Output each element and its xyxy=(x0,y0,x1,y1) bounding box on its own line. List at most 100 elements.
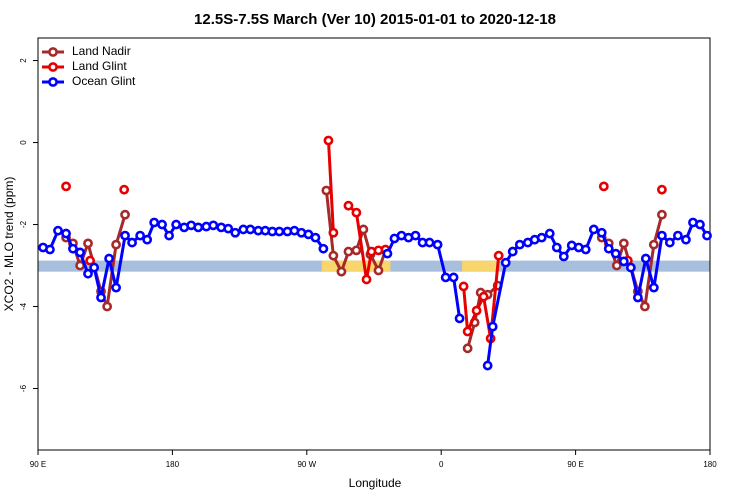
series-point xyxy=(343,200,354,211)
series-point xyxy=(440,272,451,283)
series-line xyxy=(42,221,709,366)
series-point xyxy=(603,243,614,254)
series-point xyxy=(135,230,146,241)
series-point xyxy=(89,262,100,273)
series-point xyxy=(458,281,469,292)
series-point xyxy=(432,239,443,250)
series-point xyxy=(142,234,153,245)
series-point xyxy=(681,234,691,245)
series-point xyxy=(610,248,621,259)
series-point xyxy=(648,239,659,250)
series-point xyxy=(536,232,547,243)
legend-marker xyxy=(48,77,58,87)
y-axis-label: XCO2 - MLO trend (ppm) xyxy=(2,177,16,312)
series-point xyxy=(53,225,63,236)
series-point xyxy=(618,238,629,249)
series-point xyxy=(424,237,435,248)
series-point xyxy=(328,250,339,261)
x-tick-label: 90 W xyxy=(297,460,316,469)
series-point xyxy=(351,207,362,218)
series-point xyxy=(410,230,421,241)
series-point xyxy=(507,246,518,257)
series-point xyxy=(111,282,122,293)
series-point xyxy=(462,326,473,337)
series-point xyxy=(343,246,354,257)
x-tick-label: 90 E xyxy=(567,460,583,469)
series-point xyxy=(702,230,712,241)
series-point xyxy=(558,251,569,262)
series-point xyxy=(657,209,667,220)
series-point xyxy=(611,260,622,271)
series-point xyxy=(351,245,362,256)
series-point xyxy=(361,274,372,285)
series-point xyxy=(514,239,525,250)
series-point xyxy=(639,301,650,312)
series-point xyxy=(454,313,465,324)
series-point xyxy=(487,321,498,332)
x-axis-label: Longitude xyxy=(349,476,402,490)
series-point xyxy=(328,227,339,238)
series-point xyxy=(61,181,71,192)
series-point xyxy=(157,219,167,230)
land-segment xyxy=(462,260,497,272)
series-point xyxy=(632,292,643,303)
series-point xyxy=(551,242,562,253)
series-point xyxy=(310,232,321,243)
series-point xyxy=(119,184,130,195)
series-point xyxy=(111,239,122,250)
y-tick-label: 0 xyxy=(19,140,28,145)
series-point xyxy=(618,256,629,267)
series-point xyxy=(68,243,78,254)
series-point xyxy=(640,253,651,264)
series-point xyxy=(193,222,204,233)
x-tick-label: 180 xyxy=(703,460,717,469)
series-point xyxy=(382,248,393,259)
series-point xyxy=(321,185,332,196)
series-point xyxy=(83,268,93,279)
series-point xyxy=(373,265,384,276)
series-point xyxy=(500,257,511,268)
legend-label: Land Glint xyxy=(72,59,127,73)
series-point xyxy=(323,135,334,146)
series-point xyxy=(127,237,137,248)
y-tick-label: 2 xyxy=(19,58,28,63)
y-tick-label: -6 xyxy=(19,384,28,392)
series-point xyxy=(657,230,667,241)
series-point xyxy=(471,305,482,316)
series-point xyxy=(102,301,113,312)
series-point xyxy=(462,343,473,354)
series-point xyxy=(61,228,71,239)
x-tick-label: 0 xyxy=(439,460,444,469)
series-point xyxy=(588,224,599,235)
series-point xyxy=(208,220,219,231)
x-tick-label: 180 xyxy=(166,460,180,469)
series-point xyxy=(274,226,285,237)
series-point xyxy=(657,184,667,195)
series-point xyxy=(580,244,591,255)
y-tick-label: -2 xyxy=(19,220,28,228)
series-point xyxy=(230,227,241,238)
series-point xyxy=(544,228,555,239)
series-point xyxy=(358,224,369,235)
series-point xyxy=(164,230,175,241)
series-point xyxy=(596,227,607,238)
series-point xyxy=(223,223,234,234)
plot-frame xyxy=(37,37,711,451)
series-point xyxy=(695,219,705,230)
legend-label: Land Nadir xyxy=(72,44,131,58)
series-point xyxy=(336,266,347,277)
legend-marker xyxy=(48,47,58,57)
land-segment xyxy=(321,260,391,272)
legend-marker xyxy=(48,62,58,72)
x-tick-label: 90 E xyxy=(30,460,46,469)
y-tick-label: -4 xyxy=(19,302,28,310)
series-point xyxy=(96,292,106,303)
series-point xyxy=(104,253,114,264)
chart-title: 12.5S-7.5S March (Ver 10) 2015-01-01 to … xyxy=(194,11,556,28)
series-point xyxy=(478,291,489,302)
series-point xyxy=(120,209,130,220)
series-point xyxy=(448,272,459,283)
series-point xyxy=(149,217,160,228)
series-point xyxy=(75,247,86,258)
